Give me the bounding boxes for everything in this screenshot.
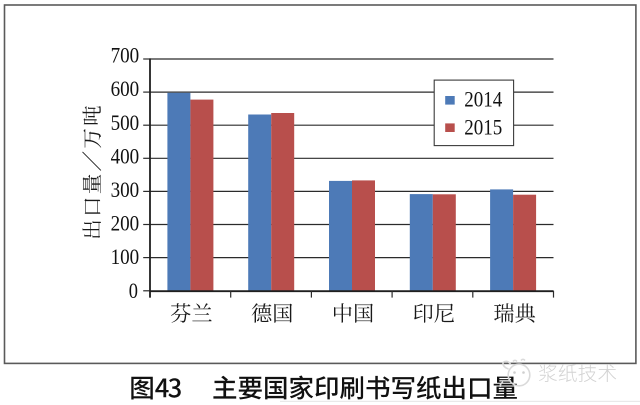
svg-text:200: 200	[111, 211, 140, 236]
svg-text:300: 300	[111, 177, 140, 202]
svg-text:500: 500	[111, 110, 140, 135]
svg-text:700: 700	[111, 43, 140, 68]
svg-text:2014: 2014	[464, 87, 502, 112]
svg-text:2015: 2015	[464, 114, 502, 139]
svg-text:400: 400	[111, 143, 140, 168]
svg-text:0: 0	[129, 278, 138, 303]
svg-text:100: 100	[111, 244, 140, 269]
svg-text:600: 600	[111, 76, 140, 101]
